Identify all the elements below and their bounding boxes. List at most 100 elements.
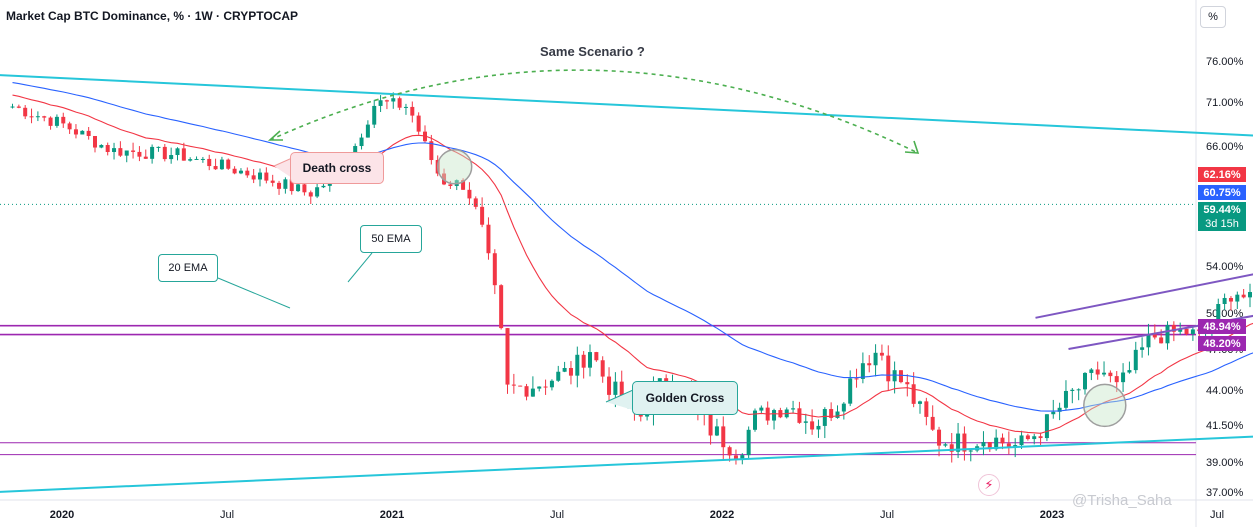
candle-body — [619, 381, 624, 401]
candle-body — [1095, 369, 1100, 375]
candle-body — [175, 148, 180, 156]
candle-body — [42, 116, 47, 118]
candle-body — [492, 253, 497, 286]
candle-body — [302, 184, 307, 193]
candle-body — [549, 380, 554, 388]
percent-scale-button[interactable]: % — [1200, 6, 1226, 28]
scenario-arrow-right — [904, 140, 920, 154]
x-tick-label: Jul — [220, 509, 234, 521]
y-tick-label: 37.00% — [1206, 487, 1244, 499]
candle-body — [448, 184, 453, 186]
y-tick-label: 71.00% — [1206, 97, 1244, 109]
candle-body — [270, 180, 275, 183]
candle-body — [150, 146, 155, 159]
candle-body — [137, 151, 142, 157]
candle-body — [924, 401, 929, 417]
candle-body — [486, 224, 491, 254]
candle-body — [740, 455, 745, 460]
candle-body — [283, 179, 288, 189]
candle-body — [315, 187, 320, 197]
scenario-arc — [269, 69, 919, 154]
candle-body — [987, 442, 992, 450]
candle-body — [772, 410, 777, 421]
candle-body — [759, 407, 764, 411]
candle-body — [905, 382, 910, 385]
candle-body — [480, 206, 485, 225]
countdown-tag: 3d 15h — [1198, 216, 1246, 231]
ema50-line — [12, 82, 1253, 412]
candle-body — [1248, 292, 1252, 298]
candle-body — [48, 117, 53, 126]
candle-body — [1222, 297, 1227, 305]
candle-body — [194, 158, 199, 160]
candle-body — [600, 360, 605, 377]
candle-body — [1076, 389, 1081, 391]
candle-body — [296, 184, 301, 192]
candle-body — [1063, 390, 1068, 408]
ema50-note: 50 EMA — [360, 225, 422, 253]
y-tick-label: 66.00% — [1206, 141, 1244, 153]
candle-body — [968, 450, 973, 452]
candle-body — [461, 180, 466, 190]
candle-body — [10, 106, 15, 108]
candle-body — [898, 370, 903, 383]
level-high-price-tag: 48.94% — [1198, 319, 1246, 334]
candle-body — [581, 354, 586, 368]
candle-body — [511, 384, 516, 386]
candle-body — [1019, 435, 1024, 446]
y-tick-label: 76.00% — [1206, 56, 1244, 68]
candle-body — [848, 378, 853, 404]
candle-body — [613, 381, 618, 395]
candle-body — [1140, 347, 1145, 350]
candle-body — [1127, 370, 1132, 373]
y-tick-label: 39.00% — [1206, 457, 1244, 469]
candle-body — [1190, 329, 1195, 335]
candle-body — [200, 158, 205, 160]
candle-body — [359, 137, 364, 147]
ema20-note: 20 EMA — [158, 254, 218, 282]
candle-body — [277, 182, 282, 189]
same-scenario-label: Same Scenario ? — [540, 44, 645, 59]
candle-body — [1051, 411, 1056, 415]
candle-body — [721, 426, 726, 448]
candle-body — [143, 156, 148, 159]
x-tick-label: Jul — [1210, 509, 1224, 521]
candle-body — [835, 411, 840, 418]
candle-body — [378, 100, 383, 106]
candle-body — [308, 192, 313, 197]
candle-body — [188, 159, 193, 161]
candle-body — [854, 378, 859, 380]
candle-body — [131, 150, 136, 152]
candle-body — [1241, 294, 1246, 298]
candle-body — [956, 433, 961, 452]
golden-cross-circle — [1083, 383, 1127, 428]
level-low-price-tag: 48.20% — [1198, 336, 1246, 351]
candle-body — [238, 170, 243, 174]
candle-body — [1044, 414, 1049, 439]
candle-body — [118, 148, 123, 156]
candle-body — [962, 433, 967, 452]
candle-body — [930, 416, 935, 430]
death-cross-circle — [436, 149, 473, 185]
candle-body — [67, 123, 72, 130]
candle-body — [1171, 324, 1176, 332]
candle-body — [937, 429, 942, 446]
candle-body — [797, 408, 802, 423]
candle-body — [911, 384, 916, 404]
candle-body — [391, 98, 396, 102]
candle-body — [372, 105, 377, 125]
candle-body — [1025, 435, 1030, 440]
candle-body — [403, 106, 408, 108]
x-tick-label: Jul — [880, 509, 894, 521]
channel-upper-trendline — [1035, 273, 1253, 319]
candle-body — [645, 413, 650, 417]
ema20-price-tag: 62.16% — [1198, 167, 1246, 182]
candle-body — [232, 168, 237, 174]
candle-body — [537, 386, 542, 389]
candle-body — [226, 159, 231, 169]
y-tick-label: 44.00% — [1206, 385, 1244, 397]
lightning-icon[interactable]: ⚡ — [978, 474, 1000, 496]
candle-body — [467, 189, 472, 199]
watermark: @Trisha_Saha — [1072, 492, 1172, 509]
candle-body — [708, 414, 713, 436]
